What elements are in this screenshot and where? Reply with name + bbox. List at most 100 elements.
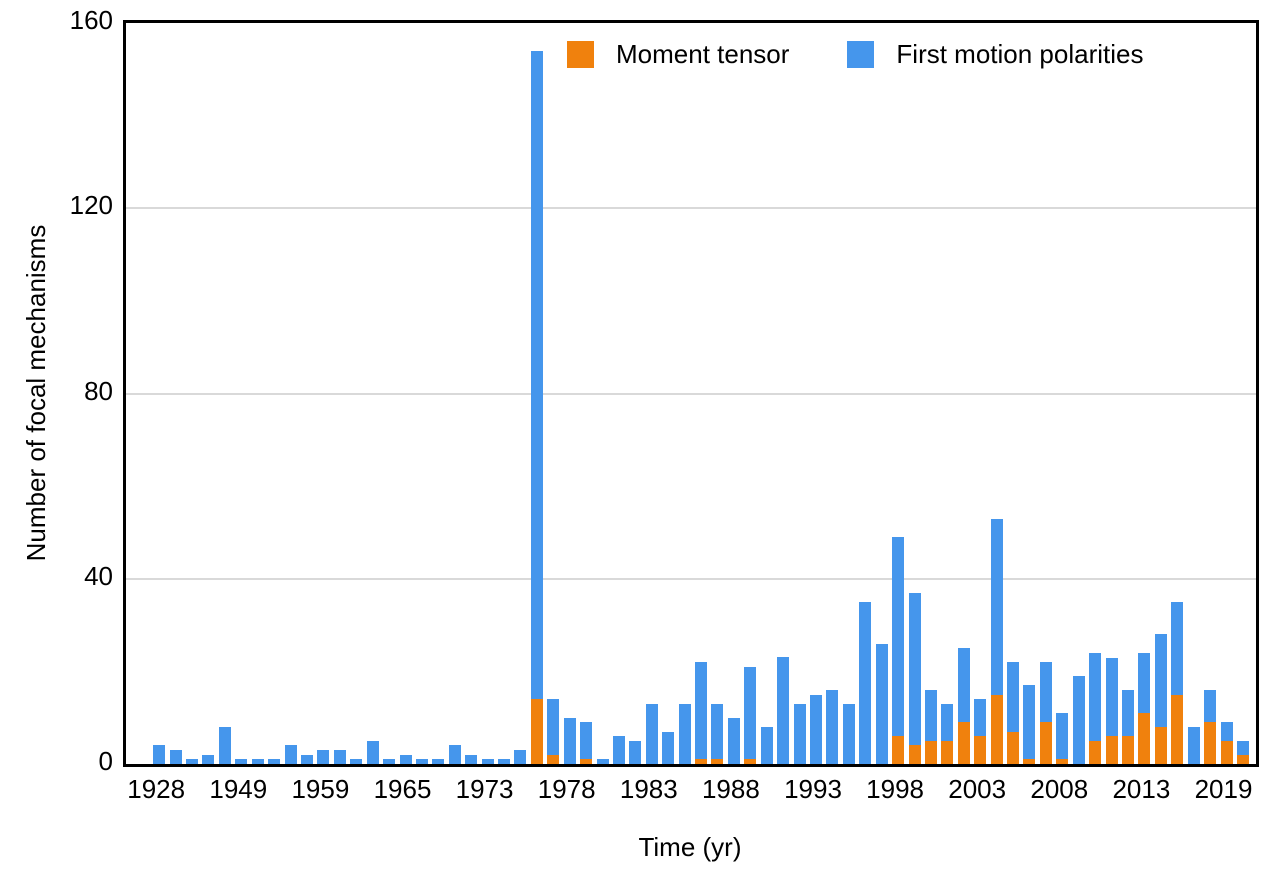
bar-57 xyxy=(1089,23,1102,764)
y-tick-120: 120 xyxy=(69,190,113,221)
bar-25-first-motion-segment xyxy=(563,717,576,764)
bar-13 xyxy=(366,23,379,764)
bar-15 xyxy=(399,23,412,764)
bar-54-first-motion-segment xyxy=(1039,662,1052,723)
bar-52-moment-tensor-segment xyxy=(1007,731,1020,764)
x-axis-title: Time (yr) xyxy=(638,832,742,862)
x-tick-1988: 1988 xyxy=(701,774,760,804)
bar-36 xyxy=(744,23,757,764)
bar-11 xyxy=(333,23,346,764)
bar-33-first-motion-segment xyxy=(695,662,708,760)
bar-40 xyxy=(810,23,822,764)
bar-35 xyxy=(727,23,740,764)
bar-46-moment-tensor-segment xyxy=(908,745,921,764)
bar-29-first-motion-segment xyxy=(629,740,642,764)
bar-47-first-motion-segment xyxy=(924,689,937,741)
bar-0 xyxy=(153,23,166,764)
bar-1 xyxy=(169,23,182,764)
gridline-80 xyxy=(126,392,1256,395)
bar-58-first-motion-segment xyxy=(1105,657,1118,737)
bar-22 xyxy=(514,23,527,764)
bar-27 xyxy=(596,23,609,764)
x-tick-2003: 2003 xyxy=(948,774,1007,804)
bar-9-first-motion-segment xyxy=(300,754,313,764)
bar-62-moment-tensor-segment xyxy=(1171,694,1184,764)
bar-50 xyxy=(974,23,987,764)
bar-40-first-motion-segment xyxy=(810,694,822,764)
bar-2-first-motion-segment xyxy=(186,759,199,764)
bar-22-first-motion-segment xyxy=(514,750,527,764)
bar-23 xyxy=(530,23,543,764)
bar-48-moment-tensor-segment xyxy=(941,740,954,764)
bar-26-first-motion-segment xyxy=(580,722,593,760)
bar-6-first-motion-segment xyxy=(251,759,264,764)
bar-31-first-motion-segment xyxy=(662,731,675,764)
bar-60-first-motion-segment xyxy=(1138,652,1151,714)
bar-64 xyxy=(1204,23,1217,764)
bar-42-first-motion-segment xyxy=(842,703,855,764)
bar-66-moment-tensor-segment xyxy=(1236,754,1249,764)
bar-51 xyxy=(990,23,1003,764)
bar-60-moment-tensor-segment xyxy=(1138,713,1151,764)
bar-48-first-motion-segment xyxy=(941,703,954,741)
bar-25 xyxy=(563,23,576,764)
bar-52-first-motion-segment xyxy=(1007,662,1020,732)
bar-14 xyxy=(383,23,396,764)
bar-37-first-motion-segment xyxy=(760,726,773,764)
bar-58-moment-tensor-segment xyxy=(1105,736,1118,764)
bar-60 xyxy=(1138,23,1151,764)
bar-5-first-motion-segment xyxy=(235,759,248,764)
bar-66 xyxy=(1236,23,1249,764)
bar-55-moment-tensor-segment xyxy=(1056,759,1069,764)
bar-28-first-motion-segment xyxy=(612,736,625,764)
bar-21 xyxy=(498,23,511,764)
bar-57-moment-tensor-segment xyxy=(1089,740,1102,764)
bar-38 xyxy=(777,23,790,764)
bar-36-first-motion-segment xyxy=(744,666,757,760)
bar-64-first-motion-segment xyxy=(1204,689,1217,723)
bar-61-moment-tensor-segment xyxy=(1154,726,1167,764)
moment-tensor-swatch-icon xyxy=(567,40,594,68)
bar-41-first-motion-segment xyxy=(826,689,839,764)
bar-51-first-motion-segment xyxy=(990,518,1003,695)
bar-26 xyxy=(580,23,593,764)
bar-52 xyxy=(1007,23,1020,764)
bar-39-first-motion-segment xyxy=(793,703,806,764)
bar-44 xyxy=(875,23,888,764)
bar-10 xyxy=(317,23,330,764)
y-tick-40: 40 xyxy=(84,560,113,591)
bar-36-moment-tensor-segment xyxy=(744,759,757,764)
bar-43 xyxy=(859,23,872,764)
bar-64-moment-tensor-segment xyxy=(1204,722,1217,764)
bar-37 xyxy=(760,23,773,764)
bar-1-first-motion-segment xyxy=(169,750,182,764)
bar-47 xyxy=(924,23,937,764)
bar-47-moment-tensor-segment xyxy=(924,740,937,764)
bar-45-first-motion-segment xyxy=(892,537,905,737)
bar-54 xyxy=(1039,23,1052,764)
bar-23-moment-tensor-segment xyxy=(530,699,543,764)
bar-32 xyxy=(678,23,691,764)
bar-11-first-motion-segment xyxy=(333,750,346,764)
bar-29 xyxy=(629,23,642,764)
bar-39 xyxy=(793,23,806,764)
bar-28 xyxy=(612,23,625,764)
bar-27-first-motion-segment xyxy=(596,759,609,764)
bar-53-moment-tensor-segment xyxy=(1023,759,1036,764)
bar-4-first-motion-segment xyxy=(218,726,231,764)
x-tick-1993: 1993 xyxy=(784,774,842,804)
bar-18-first-motion-segment xyxy=(448,745,461,764)
y-tick-80: 80 xyxy=(84,375,113,406)
bar-20-first-motion-segment xyxy=(481,759,494,764)
bar-16 xyxy=(415,23,428,764)
bar-7 xyxy=(268,23,281,764)
bar-33 xyxy=(695,23,708,764)
bar-32-first-motion-segment xyxy=(678,703,691,764)
bar-9 xyxy=(300,23,313,764)
bar-24-moment-tensor-segment xyxy=(547,754,560,764)
bar-61 xyxy=(1154,23,1167,764)
bar-54-moment-tensor-segment xyxy=(1039,722,1052,764)
bar-19-first-motion-segment xyxy=(465,754,478,764)
x-tick-2008: 2008 xyxy=(1030,774,1089,804)
